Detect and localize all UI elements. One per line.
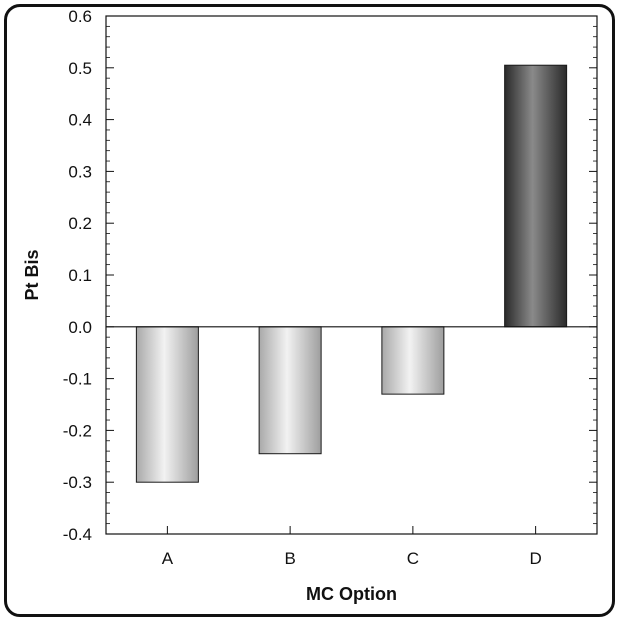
y-tick-label: -0.1 — [63, 370, 92, 389]
x-axis: A B C D — [162, 526, 542, 568]
bar-c — [381, 326, 445, 395]
y-tick-label: -0.2 — [63, 421, 92, 440]
x-tick-label-d: D — [529, 549, 541, 568]
y-tick-label: 0.4 — [68, 111, 92, 130]
bars — [135, 64, 568, 483]
y-tick-label: -0.4 — [63, 525, 92, 544]
y-axis-title: Pt Bis — [22, 249, 42, 300]
y-tick-label: 0.1 — [68, 266, 92, 285]
y-tick-label: 0.3 — [68, 162, 92, 181]
y-tick-label: 0.6 — [68, 7, 92, 26]
y-axis: -0.4 -0.3 -0.2 -0.1 0.0 0.1 0.2 0.3 0.4 0.5 0.6 — [63, 7, 597, 544]
y-tick-label: 0.2 — [68, 214, 92, 233]
y-tick-label: 0.0 — [68, 318, 92, 337]
y-tick-label: -0.3 — [63, 473, 92, 492]
x-axis-title: MC Option — [306, 584, 397, 604]
y-tick-label: 0.5 — [68, 59, 92, 78]
x-tick-label-a: A — [162, 549, 174, 568]
x-tick-label-b: B — [284, 549, 295, 568]
bar-a — [135, 326, 199, 483]
x-tick-label-c: C — [407, 549, 419, 568]
bar-b — [258, 326, 322, 455]
bar-d — [504, 64, 568, 328]
